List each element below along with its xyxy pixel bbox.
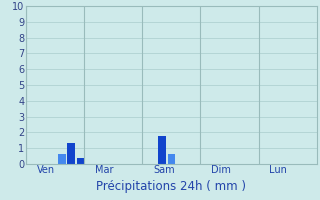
Bar [168, 154, 175, 164]
Bar [68, 143, 75, 164]
Bar [58, 154, 66, 164]
Bar [158, 136, 166, 164]
Bar [76, 158, 84, 164]
X-axis label: Précipitations 24h ( mm ): Précipitations 24h ( mm ) [96, 180, 246, 193]
